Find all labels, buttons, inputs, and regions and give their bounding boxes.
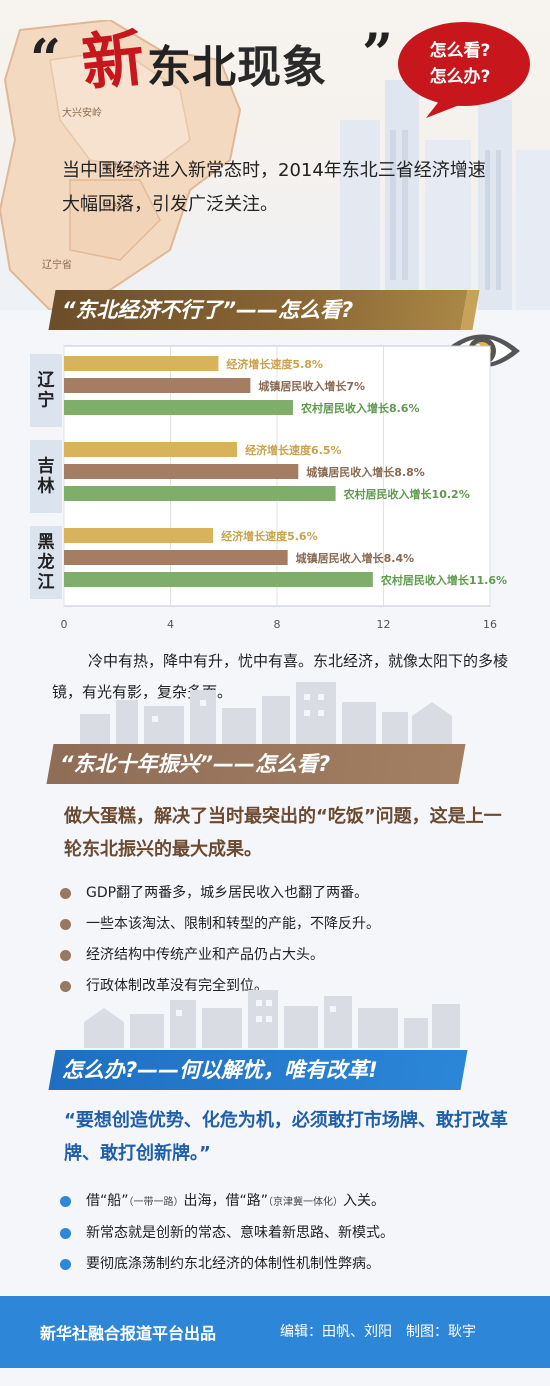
bar [64, 528, 214, 543]
speech-bubble-icon [398, 22, 530, 118]
title-xin: 新 [78, 20, 149, 101]
list-item: GDP翻了两番多，城乡居民收入也翻了两番。 [58, 878, 380, 909]
group-label-box [30, 526, 62, 599]
x-tick-label: 8 [274, 618, 281, 631]
bubble-line-1: 怎么看? [429, 41, 491, 61]
title-dongbei: 东北 [147, 42, 238, 93]
map-label: 大兴安岭 [62, 106, 102, 119]
section2-banner-text: “东北十年振兴”——怎么看? [60, 752, 331, 776]
section2-banner: “东北十年振兴”——怎么看? [46, 744, 466, 784]
intro-paragraph: 当中国经济进入新常态时，2014年东北三省经济增速大幅回落，引发广泛关注。 [62, 160, 486, 215]
footer: 新华社融合报道平台出品 编辑：田帆、刘阳 制图：耿宇 [0, 1296, 550, 1368]
bar-data-label: 城镇居民收入增长8.4% [296, 551, 415, 565]
list-item: 借“船”（一带一路）出海，借“路”（京津冀一体化）入关。 [58, 1186, 394, 1218]
question-bubble: 怎么看? 怎么办? [392, 14, 540, 120]
bar [64, 400, 293, 415]
bar-data-label: 经济增长速度5.8% [226, 357, 323, 371]
bar [64, 572, 373, 587]
x-tick-label: 0 [61, 618, 68, 631]
bar [64, 378, 251, 393]
section3-banner-text: 怎么办?——何以解忧，唯有改革! [62, 1058, 378, 1082]
growth-bar-chart: 0 4 8 12 16 辽宁 经济增长速度5.8% 城镇居民收入增长7% 农村居民收入增长8.6… [30, 345, 507, 631]
section2-bullet-list: GDP翻了两番多，城乡居民收入也翻了两番。 一些本该淘汰、限制和转型的产能，不降… [58, 878, 380, 1002]
group-label: 辽宁 [38, 371, 56, 411]
bar-data-label: 城镇居民收入增长7% [258, 379, 365, 393]
bar [64, 464, 299, 479]
bubble-line-2: 怎么办? [429, 67, 491, 87]
section3-bullet-list: 借“船”（一带一路）出海，借“路”（京津冀一体化）入关。 新常态就是创新的常态、… [58, 1186, 394, 1280]
quote-open: “ [30, 27, 62, 91]
bar-data-label: 农村居民收入增长8.6% [300, 401, 420, 415]
bullet-note: （一带一路） [128, 1197, 184, 1208]
bullet-note: （京津冀一体化） [268, 1197, 344, 1208]
title-xianxiang: 现象 [237, 42, 328, 93]
group-label: 吉林 [38, 457, 55, 497]
group-label: 黑龙江 [37, 533, 55, 593]
list-item: 新常态就是创新的常态、意味着新思路、新模式。 [58, 1218, 394, 1249]
bullet-text-part: 出海，借“路” [183, 1193, 269, 1209]
bar [64, 550, 288, 565]
list-item: 经济结构中传统产业和产品仍占大头。 [58, 940, 380, 971]
section1-banner-text: “东北经济不行了”——怎么看? [62, 298, 354, 322]
group-label-box [30, 440, 62, 513]
bar [64, 442, 238, 457]
map-label: 辽宁省 [42, 258, 72, 271]
section2-quote: 做大蛋糕，解决了当时最突出的“吃饭”问题，这是上一轮东北振兴的最大成果。 [64, 806, 502, 860]
city-skyline-illustration [340, 80, 550, 310]
credit-label: 编辑：田帆、刘阳 制图：耿宇 [280, 1324, 476, 1340]
bar-data-label: 经济增长速度5.6% [221, 529, 318, 543]
skyline-decoration-2 [84, 990, 460, 1048]
northeast-map-illustration: 大兴安岭 黑龙江省 吉林 辽宁省 [0, 20, 242, 310]
section1-paragraph: 冷中有热，降中有升，忧中有喜。东北经济，就像太阳下的多棱镜，有光有影，复杂多面。 [52, 652, 509, 701]
bullet-text-part: 借“船” [86, 1193, 129, 1209]
map-label: 黑龙江省 [102, 160, 142, 173]
section3-banner: 怎么办?——何以解忧，唯有改革! [48, 1050, 468, 1090]
section1-banner: “东北经济不行了”——怎么看? [48, 290, 468, 330]
quote-close: ” [362, 21, 394, 85]
x-tick-label: 4 [167, 618, 174, 631]
list-item: 一些本该淘汰、限制和转型的产能，不降反升。 [58, 909, 380, 940]
bar-data-label: 农村居民收入增长10.2% [343, 487, 470, 501]
section3-quote: “要想创造优势、化危为机，必须敢打市场牌、敢打改革牌、敢打创新牌。” [64, 1110, 508, 1164]
list-item: 行政体制改革没有完全到位。 [58, 971, 380, 1002]
bar-data-label: 农村居民收入增长11.6% [380, 573, 507, 587]
bar [64, 356, 219, 371]
skyline-decoration-1 [80, 682, 452, 746]
group-label-box [30, 354, 62, 427]
x-tick-label: 12 [377, 618, 391, 631]
bar-data-label: 城镇居民收入增长8.8% [306, 465, 425, 479]
publisher-label: 新华社融合报道平台出品 [40, 1324, 217, 1343]
x-tick-label: 16 [483, 618, 497, 631]
list-item: 要彻底涤荡制约东北经济的体制性机制性弊病。 [58, 1249, 394, 1280]
bar [64, 486, 336, 501]
bar-data-label: 经济增长速度6.5% [245, 443, 342, 457]
bullet-text-part: 入关。 [343, 1193, 386, 1209]
header: 大兴安岭 黑龙江省 吉林 辽宁省 “ 新东北现象 ” 怎么看? 怎么办? 当中国… [0, 0, 550, 310]
page-title: 新东北现象 [78, 20, 328, 101]
map-label: 吉林 [102, 200, 122, 213]
